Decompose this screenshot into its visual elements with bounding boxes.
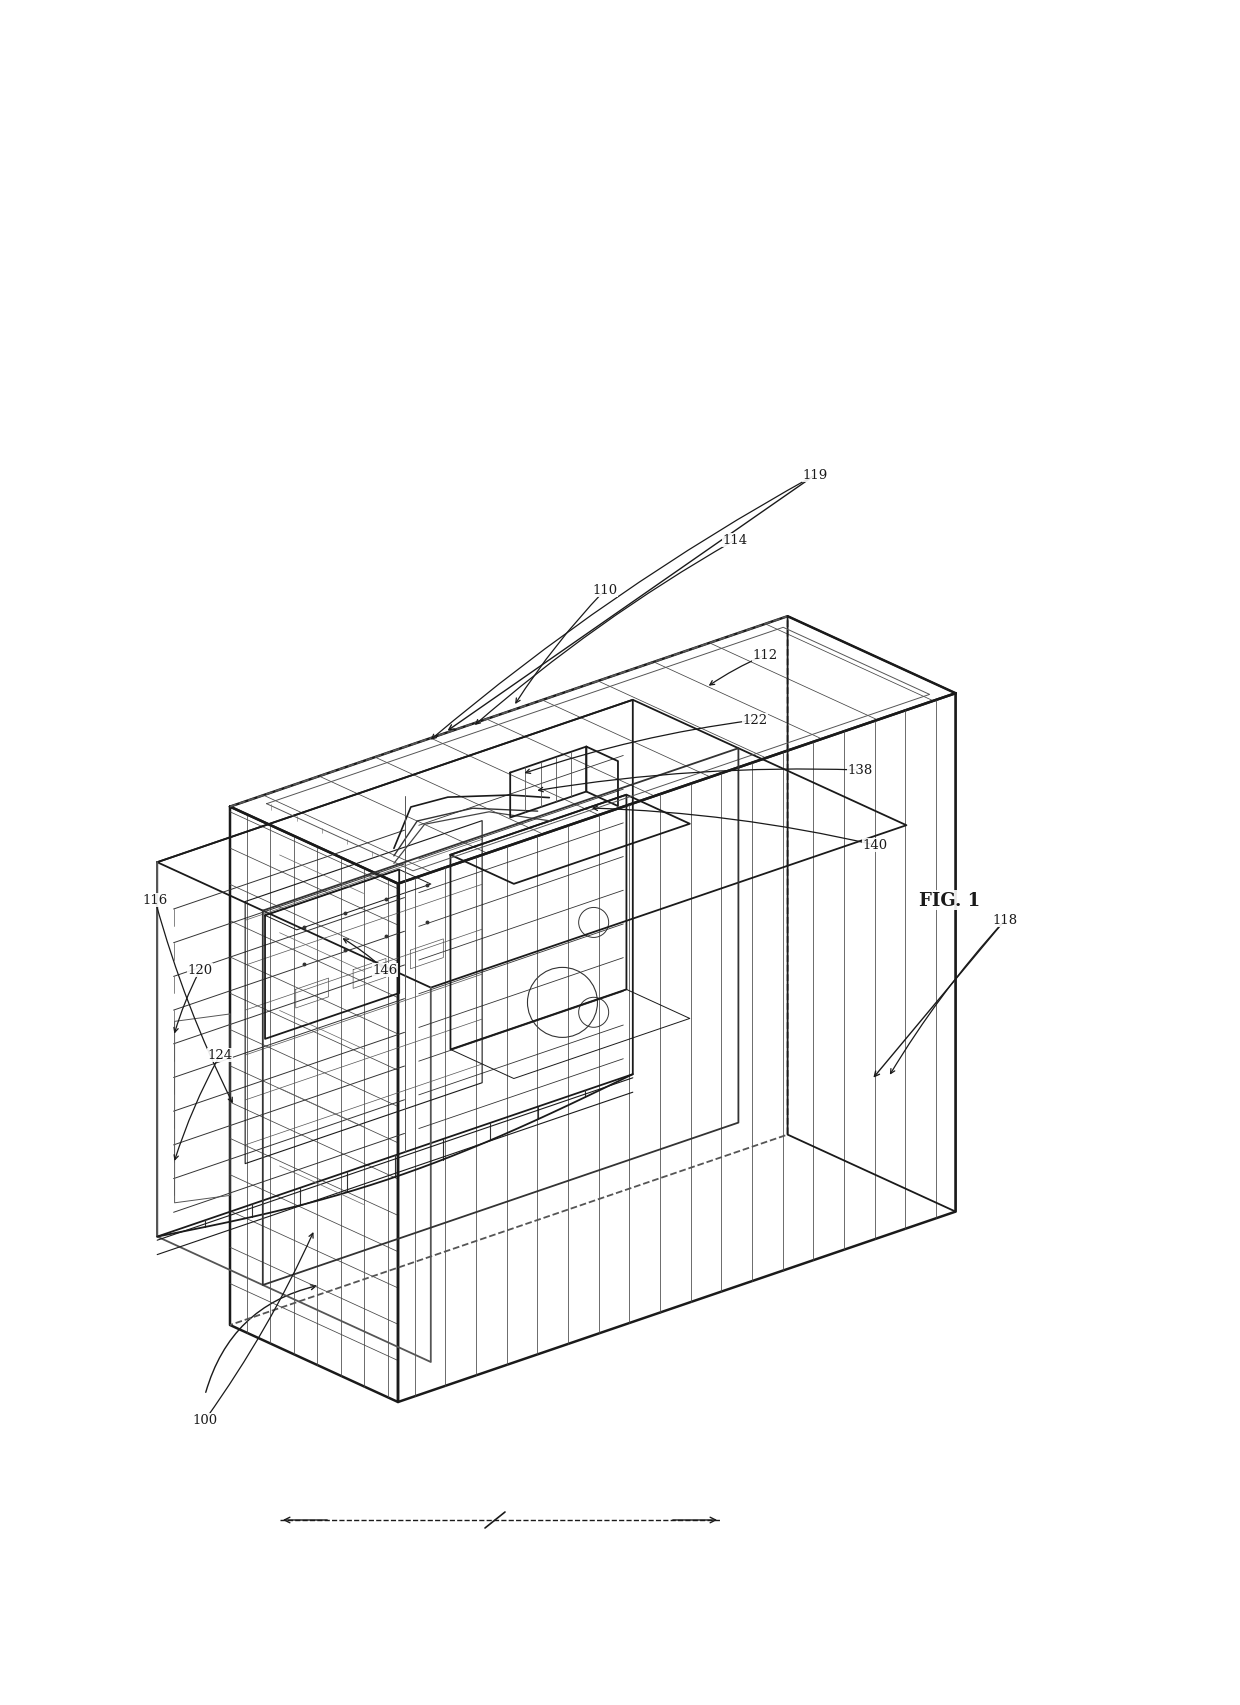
Text: 122: 122 <box>743 714 768 726</box>
Text: 120: 120 <box>187 963 212 977</box>
Text: 112: 112 <box>753 650 777 662</box>
Text: 124: 124 <box>207 1049 233 1062</box>
Text: 100: 100 <box>192 1413 217 1427</box>
Text: 119: 119 <box>802 469 827 483</box>
Text: 138: 138 <box>847 764 873 777</box>
Text: 114: 114 <box>723 534 748 547</box>
FancyArrowPatch shape <box>206 1286 316 1393</box>
Text: 110: 110 <box>593 585 618 597</box>
Text: 116: 116 <box>143 893 167 907</box>
Text: 146: 146 <box>372 963 398 977</box>
Text: FIG. 1: FIG. 1 <box>919 892 981 909</box>
Text: 140: 140 <box>863 839 888 852</box>
Text: 118: 118 <box>992 914 1018 928</box>
